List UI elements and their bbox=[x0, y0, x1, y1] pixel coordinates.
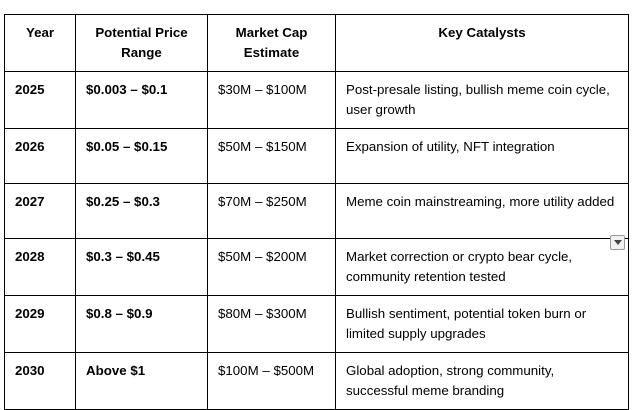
cell-year: 2026 bbox=[4, 128, 76, 184]
column-header-key-catalysts: Key Catalysts bbox=[335, 14, 629, 72]
cell-catalysts: Post-presale listing, bullish meme coin … bbox=[335, 71, 629, 129]
cell-market-cap: $100M – $500M bbox=[207, 352, 336, 410]
cell-year: 2027 bbox=[4, 183, 76, 239]
cell-price-range: $0.8 – $0.9 bbox=[75, 295, 208, 353]
caret-down-icon bbox=[613, 240, 622, 245]
cell-price-range: $0.003 – $0.1 bbox=[75, 71, 208, 129]
cell-price-range: $0.25 – $0.3 bbox=[75, 183, 208, 239]
cell-catalysts: Global adoption, strong community, succe… bbox=[335, 352, 629, 410]
cell-price-range: $0.05 – $0.15 bbox=[75, 128, 208, 184]
cell-catalysts: Market correction or crypto bear cycle, … bbox=[335, 238, 629, 296]
cell-market-cap: $80M – $300M bbox=[207, 295, 336, 353]
dropdown-button[interactable] bbox=[610, 235, 625, 250]
table-row: 2027 $0.25 – $0.3 $70M – $250M Meme coin… bbox=[4, 183, 629, 239]
column-header-year: Year bbox=[4, 14, 76, 72]
table-row: 2029 $0.8 – $0.9 $80M – $300M Bullish se… bbox=[4, 295, 629, 353]
cell-catalysts: Meme coin mainstreaming, more utility ad… bbox=[335, 183, 629, 239]
price-prediction-table: Year Potential Price Range Market Cap Es… bbox=[4, 14, 629, 410]
cell-price-range: $0.3 – $0.45 bbox=[75, 238, 208, 296]
cell-catalysts: Expansion of utility, NFT integration bbox=[335, 128, 629, 184]
cell-year: 2028 bbox=[4, 238, 76, 296]
table-row: 2025 $0.003 – $0.1 $30M – $100M Post-pre… bbox=[4, 71, 629, 129]
table-row: 2026 $0.05 – $0.15 $50M – $150M Expansio… bbox=[4, 128, 629, 184]
cell-market-cap: $50M – $150M bbox=[207, 128, 336, 184]
cell-market-cap: $70M – $250M bbox=[207, 183, 336, 239]
cell-market-cap: $50M – $200M bbox=[207, 238, 336, 296]
cell-price-range: Above $1 bbox=[75, 352, 208, 410]
cell-market-cap: $30M – $100M bbox=[207, 71, 336, 129]
cell-year: 2030 bbox=[4, 352, 76, 410]
cell-year: 2029 bbox=[4, 295, 76, 353]
column-header-price-range: Potential Price Range bbox=[75, 14, 208, 72]
cell-year: 2025 bbox=[4, 71, 76, 129]
cell-catalysts: Bullish sentiment, potential token burn … bbox=[335, 295, 629, 353]
table-header-row: Year Potential Price Range Market Cap Es… bbox=[4, 14, 629, 72]
column-header-market-cap: Market Cap Estimate bbox=[207, 14, 336, 72]
table-row: 2030 Above $1 $100M – $500M Global adopt… bbox=[4, 352, 629, 410]
table-row: 2028 $0.3 – $0.45 $50M – $200M Market co… bbox=[4, 238, 629, 296]
